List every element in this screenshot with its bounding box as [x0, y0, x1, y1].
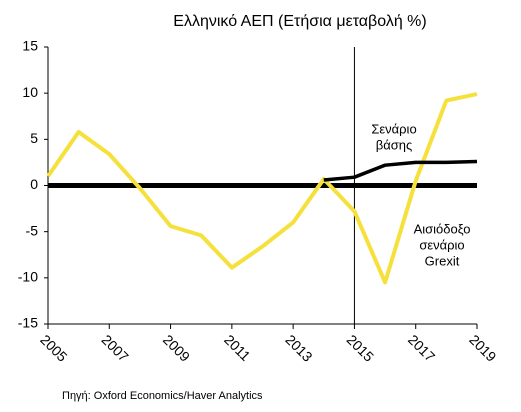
y-tick-label: -15 — [18, 315, 38, 331]
x-tick-label: 2017 — [405, 331, 438, 364]
y-tick-label: 5 — [30, 130, 38, 146]
annotation: Grexit — [425, 253, 460, 268]
series-line — [323, 159, 478, 182]
x-tick-label: 2013 — [282, 331, 315, 364]
x-tick-label: 2011 — [221, 331, 254, 364]
series-line — [46, 92, 478, 285]
y-tick-label: -5 — [26, 222, 39, 238]
x-tick-label: 2019 — [466, 331, 499, 364]
x-tick-label: 2007 — [99, 331, 132, 364]
chart-title: Ελληνικό ΑΕΠ (Ετήσια μεταβολή %) — [173, 13, 426, 30]
x-tick-label: 2009 — [160, 331, 193, 364]
annotation: βάσης — [376, 137, 413, 152]
annotation: Αισιόδοξο — [414, 221, 471, 236]
x-tick-label: 2015 — [344, 331, 377, 364]
annotation: σενάριο — [419, 237, 464, 252]
y-tick-label: 15 — [22, 38, 38, 54]
y-tick-label: 0 — [30, 176, 38, 192]
x-tick-label: 2005 — [37, 331, 70, 364]
y-tick-label: 10 — [22, 84, 38, 100]
annotation: Σενάριο — [371, 121, 416, 136]
source: Πηγή: Oxford Economics/Haver Analytics — [62, 390, 263, 402]
y-tick-label: -10 — [18, 269, 38, 285]
